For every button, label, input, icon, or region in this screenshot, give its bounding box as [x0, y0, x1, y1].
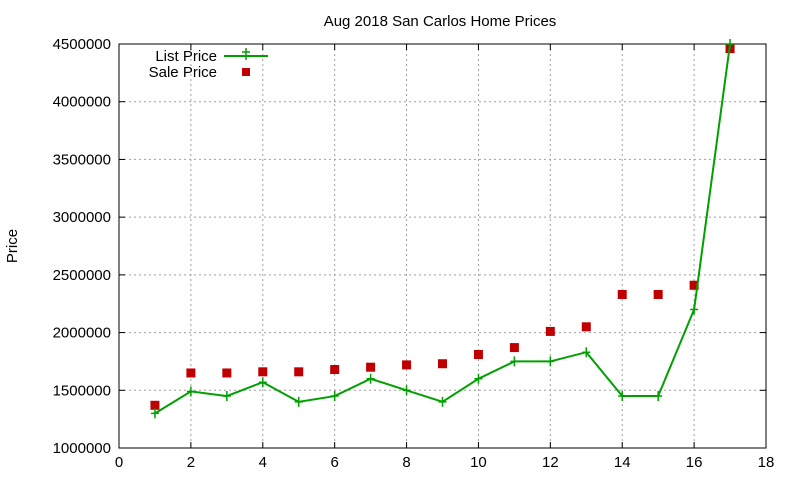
sale-price-point [222, 368, 232, 378]
sale-price-point [294, 367, 304, 377]
legend-marker-list-price [242, 48, 250, 60]
list-price-point [654, 391, 663, 402]
x-tick-label: 4 [259, 454, 267, 471]
sale-price-point [330, 365, 340, 375]
series [150, 39, 735, 419]
y-tick-label: 1500000 [53, 382, 111, 399]
sale-price-point [509, 343, 519, 353]
list-price-point [222, 391, 231, 402]
list-price-point [546, 356, 555, 367]
list-price-point [330, 391, 339, 402]
list-price-point [618, 391, 627, 402]
y-tick-label: 2000000 [53, 325, 111, 342]
legend-label-sale-price: Sale Price [149, 64, 217, 81]
x-tick-label: 6 [330, 454, 338, 471]
legend-label-list-price: List Price [155, 48, 217, 65]
list-price-point [402, 385, 411, 396]
list-price-point [150, 408, 159, 419]
sale-price-point [366, 362, 376, 372]
list-price-line [154, 43, 732, 415]
sale-price-point [150, 400, 160, 410]
list-price-point [582, 347, 591, 358]
x-tick-label: 2 [187, 454, 195, 471]
list-price-point [726, 39, 735, 49]
axis-ticks: 0 2 4 6 8 10 12 14 16 18 1000000 1500000 2000000 2500… [53, 36, 775, 471]
sale-price-point [473, 350, 483, 360]
list-price-point [690, 304, 699, 315]
list-price-point [438, 396, 447, 407]
sale-price-point [545, 326, 555, 336]
sale-price-point [186, 368, 196, 378]
list-price-point [294, 396, 303, 407]
y-tick-label: 2500000 [53, 267, 111, 284]
plot-frame [118, 43, 767, 449]
y-tick-label: 1000000 [53, 440, 111, 457]
x-tick-label: 16 [686, 454, 703, 471]
y-tick-label: 3000000 [53, 209, 111, 226]
sale-price-point [438, 359, 447, 369]
list-price-point [474, 373, 483, 384]
sale-price-point [653, 289, 663, 299]
chart-title: Aug 2018 San Carlos Home Prices [324, 13, 557, 30]
sale-price-point [258, 367, 268, 377]
y-tick-label: 4000000 [53, 94, 111, 111]
x-tick-label: 14 [614, 454, 631, 471]
x-tick-label: 12 [542, 454, 559, 471]
x-tick-label: 0 [115, 454, 123, 471]
sale-price-point [402, 360, 412, 370]
list-price-point [258, 377, 267, 388]
x-tick-label: 8 [402, 454, 410, 471]
grid [119, 44, 766, 448]
list-price-point [186, 386, 195, 397]
y-axis-label: Price [4, 229, 21, 263]
list-price-point [366, 373, 375, 384]
legend: List Price Sale Price [149, 48, 268, 81]
sale-price-point [617, 289, 627, 299]
y-tick-label: 3500000 [53, 151, 111, 168]
x-tick-label: 10 [470, 454, 487, 471]
x-tick-label: 18 [758, 454, 775, 471]
y-tick-label: 4500000 [53, 36, 111, 53]
sale-price-point [581, 322, 591, 332]
legend-marker-sale-price [242, 68, 250, 76]
list-price-point [510, 356, 519, 367]
sale-price-point [689, 280, 699, 290]
